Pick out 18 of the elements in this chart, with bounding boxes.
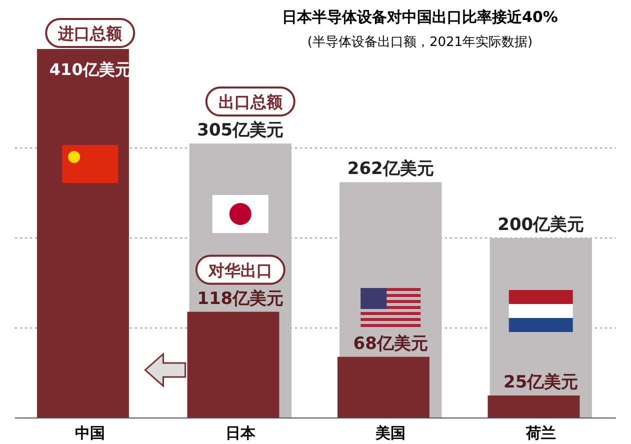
bar — [488, 396, 580, 418]
series-label: 出口总额 — [218, 92, 284, 112]
series-label: 对华出口 — [207, 260, 272, 280]
chart-subtitle: (半导体设备出口额，2021年实际数据) — [307, 35, 533, 50]
data-label: 68亿美元 — [353, 334, 428, 354]
data-label: 262亿美元 — [347, 159, 434, 180]
data-label: 25亿美元 — [504, 372, 578, 392]
x-tick-label: 美国 — [374, 424, 406, 442]
data-label: 118亿美元 — [197, 288, 284, 309]
x-tick-label: 荷兰 — [524, 424, 556, 442]
chart-title: 日本半导体设备对中国出口比率接近40% — [282, 8, 558, 26]
bar — [337, 356, 430, 418]
bar — [187, 312, 280, 418]
x-tick-label: 日本 — [225, 424, 256, 442]
data-label: 305亿美元 — [197, 120, 284, 140]
x-tick-label: 中国 — [75, 424, 106, 442]
series-label: 进口总额 — [57, 24, 124, 43]
data-label: 200亿美元 — [498, 215, 584, 235]
